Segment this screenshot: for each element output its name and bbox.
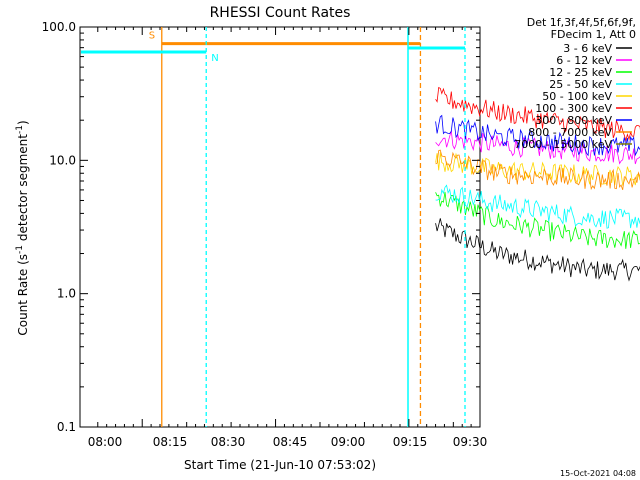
series-line-5 [435,86,640,142]
plot-frame [79,26,481,428]
y-tick-label: 0.1 [57,420,76,434]
legend-header-line1: Det 1f,3f,4f,5f,6f,9f, [527,16,636,29]
series-line-4 [435,152,640,186]
y-tick-label: 1.0 [57,287,76,301]
y-label-sup1: -1 [15,245,25,254]
legend-entry-label: 12 - 25 keV [549,66,612,79]
x-tick-label: 09:15 [393,435,428,449]
date-stamp: 15-Oct-2021 04:08 [560,469,636,478]
series-line-7 [435,149,640,191]
legend-entry-label: 800 - 7000 keV [528,126,612,139]
legend-entry-label: 300 - 800 keV [535,114,612,127]
y-tick-label: 10.0 [49,153,76,167]
x-tick-label: 09:30 [453,435,488,449]
y-label-end: ) [16,120,30,125]
series-line-0 [435,218,640,282]
chart-title: RHESSI Count Rates [210,5,351,21]
y-label-main: Count Rate (s [16,254,30,336]
legend-entry-label: 7000 - 15000 keV [514,138,612,151]
marker-label-s: S [149,31,155,42]
legend-entry-label: 25 - 50 keV [549,78,612,91]
plot-area: S N 0.1 1.0 10.0 100.0 08:00 08:15 08:30 08:45 09:… [42,20,640,449]
x-tick-label: 09:00 [331,435,366,449]
legend: Det 1f,3f,4f,5f,6f,9f, FDecim 1, Att 0 3… [514,16,636,151]
x-tick-label: 08:00 [88,435,123,449]
series-line-3 [435,184,640,229]
x-axis-label: Start Time (21-Jun-10 07:53:02) [184,458,376,472]
legend-entry-label: 6 - 12 keV [556,54,612,67]
legend-entry-label: 3 - 6 keV [563,42,612,55]
y-tick-label: 100.0 [42,20,76,34]
legend-entry-label: 100 - 300 keV [535,102,612,115]
legend-header-line2: FDecim 1, Att 0 [551,28,636,41]
y-label-mid: detector segment [16,134,30,245]
legend-entry-label: 50 - 100 keV [542,90,612,103]
x-tick-label: 08:15 [153,435,188,449]
y-label-sup2: -1 [15,125,25,134]
x-tick-label: 08:30 [211,435,246,449]
marker-label-n: N [211,53,218,64]
series-line-2 [435,191,640,249]
x-tick-label: 08:45 [273,435,308,449]
series-line-6 [435,114,640,157]
y-axis-label: Count Rate (s-1 detector segment-1) [15,120,30,335]
